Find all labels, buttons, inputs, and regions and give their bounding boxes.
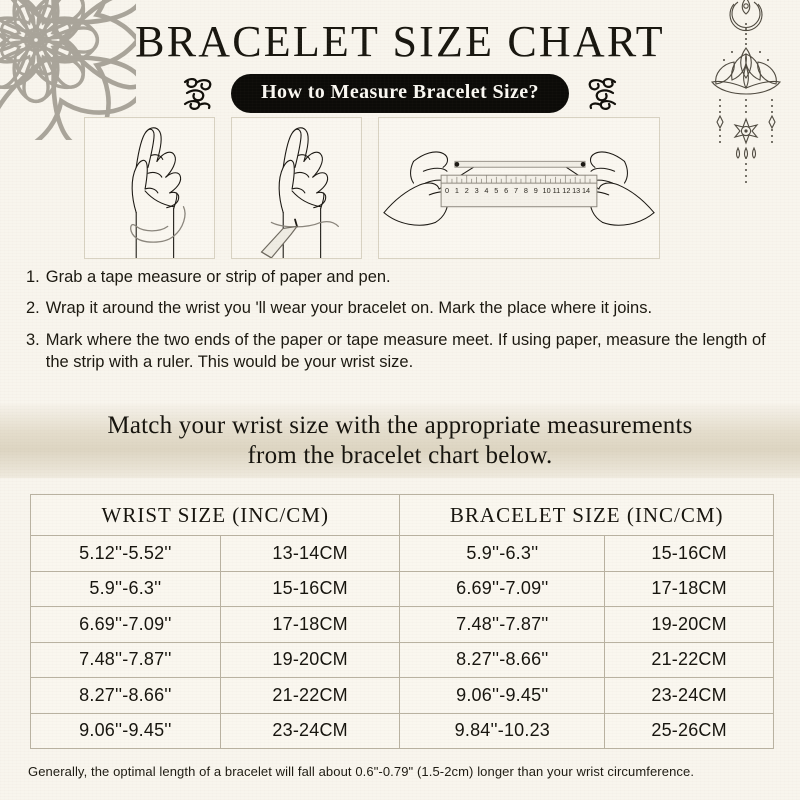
wrist-with-tape-measure-illustration (84, 117, 215, 259)
table-row: 7.48''-7.87'' 19-20CM 8.27''-8.66'' 21-2… (30, 641, 774, 678)
cell-bracelet-cm: 23-24CM (604, 677, 774, 714)
cell-bracelet-cm: 19-20CM (604, 606, 774, 643)
table-header-row: WRIST SIZE (INC/CM) BRACELET SIZE (INC/C… (29, 494, 774, 536)
cell-bracelet-inch: 9.84''-10.23 (399, 712, 606, 749)
page-title: BRACELET SIZE CHART (135, 17, 665, 66)
squiggle-flourish-icon (588, 78, 617, 110)
svg-text:9: 9 (534, 186, 538, 195)
cell-wrist-inch: 9.06''-9.45'' (30, 712, 221, 749)
svg-text:11: 11 (553, 186, 561, 195)
cell-wrist-cm: 19-20CM (219, 641, 401, 678)
cell-bracelet-inch: 8.27''-8.66'' (399, 641, 606, 678)
step-text: Grab a tape measure or strip of paper an… (45, 268, 391, 286)
cell-wrist-inch: 5.9''-6.3'' (30, 570, 221, 607)
column-header-wrist-size: WRIST SIZE (INC/CM) (29, 494, 401, 536)
cell-wrist-inch: 8.27''-8.66'' (30, 677, 221, 714)
banner-line-1: Match your wrist size with the appropria… (107, 411, 693, 439)
svg-text:8: 8 (524, 186, 528, 195)
wrist-marking-with-pen-illustration (231, 117, 362, 259)
cell-wrist-cm: 15-16CM (219, 570, 401, 607)
table-row: 5.9''-6.3'' 15-16CM 6.69''-7.09'' 17-18C… (30, 570, 774, 607)
svg-text:7: 7 (514, 186, 518, 195)
cell-wrist-cm: 23-24CM (219, 712, 401, 749)
svg-text:6: 6 (504, 186, 508, 195)
cell-bracelet-cm: 25-26CM (604, 712, 774, 749)
list-item: 2. Wrap it around the wrist you 'll wear… (26, 297, 778, 319)
cell-bracelet-inch: 7.48''-7.87'' (399, 606, 606, 643)
banner-line-2: from the bracelet chart below. (247, 442, 553, 469)
cell-wrist-inch: 6.69''-7.09'' (30, 606, 221, 643)
list-item: 3. Mark where the two ends of the paper … (26, 329, 778, 374)
match-wrist-size-banner: Match your wrist size with the appropria… (0, 404, 800, 478)
step-text: Mark where the two ends of the paper or … (45, 330, 766, 371)
subtitle-row: How to Measure Bracelet Size? (0, 72, 800, 114)
cell-bracelet-cm: 15-16CM (604, 535, 774, 572)
svg-text:3: 3 (475, 186, 479, 195)
step-text: Wrap it around the wrist you 'll wear yo… (45, 299, 653, 318)
table-row: 6.69''-7.09'' 17-18CM 7.48''-7.87'' 19-2… (30, 606, 774, 643)
svg-text:2: 2 (465, 186, 469, 195)
svg-text:5: 5 (494, 186, 498, 195)
svg-text:13: 13 (572, 186, 580, 195)
cell-bracelet-cm: 21-22CM (604, 641, 774, 678)
how-to-measure-badge[interactable]: How to Measure Bracelet Size? (231, 73, 569, 113)
svg-text:0: 0 (445, 186, 449, 195)
footnote-text: Generally, the optimal length of a brace… (28, 764, 695, 779)
step-number: 3. (26, 330, 40, 349)
squiggle-flourish-icon (183, 78, 212, 110)
step-number: 2. (26, 299, 40, 318)
cell-bracelet-inch: 5.9''-6.3'' (399, 535, 606, 572)
instruction-steps: 1. Grab a tape measure or strip of paper… (26, 266, 778, 373)
column-header-bracelet-size: BRACELET SIZE (INC/CM) (399, 494, 774, 536)
svg-text:10: 10 (543, 186, 551, 195)
cell-bracelet-cm: 17-18CM (604, 570, 774, 607)
cell-wrist-cm: 13-14CM (219, 535, 401, 572)
list-item: 1. Grab a tape measure or strip of paper… (26, 266, 778, 288)
cell-bracelet-inch: 9.06''-9.45'' (399, 677, 606, 714)
table-row: 9.06''-9.45'' 23-24CM 9.84''-10.23 25-26… (30, 712, 774, 749)
cell-wrist-inch: 5.12''-5.52'' (30, 535, 221, 572)
cell-wrist-cm: 17-18CM (219, 606, 401, 643)
svg-text:4: 4 (484, 186, 488, 195)
svg-text:14: 14 (582, 186, 590, 195)
step-number: 1. (26, 268, 40, 286)
table-row: 8.27''-8.66'' 21-22CM 9.06''-9.45'' 23-2… (30, 677, 774, 714)
svg-text:12: 12 (562, 186, 570, 195)
boho-lotus-moon-icon (711, 0, 781, 183)
size-chart-table: WRIST SIZE (INC/CM) BRACELET SIZE (INC/C… (29, 494, 774, 749)
svg-text:1: 1 (455, 186, 459, 195)
cell-bracelet-inch: 6.69''-7.09'' (399, 570, 606, 607)
cell-wrist-inch: 7.48''-7.87'' (30, 641, 221, 678)
cell-wrist-cm: 21-22CM (219, 677, 401, 714)
table-row: 5.12''-5.52'' 13-14CM 5.9''-6.3'' 15-16C… (30, 535, 774, 572)
